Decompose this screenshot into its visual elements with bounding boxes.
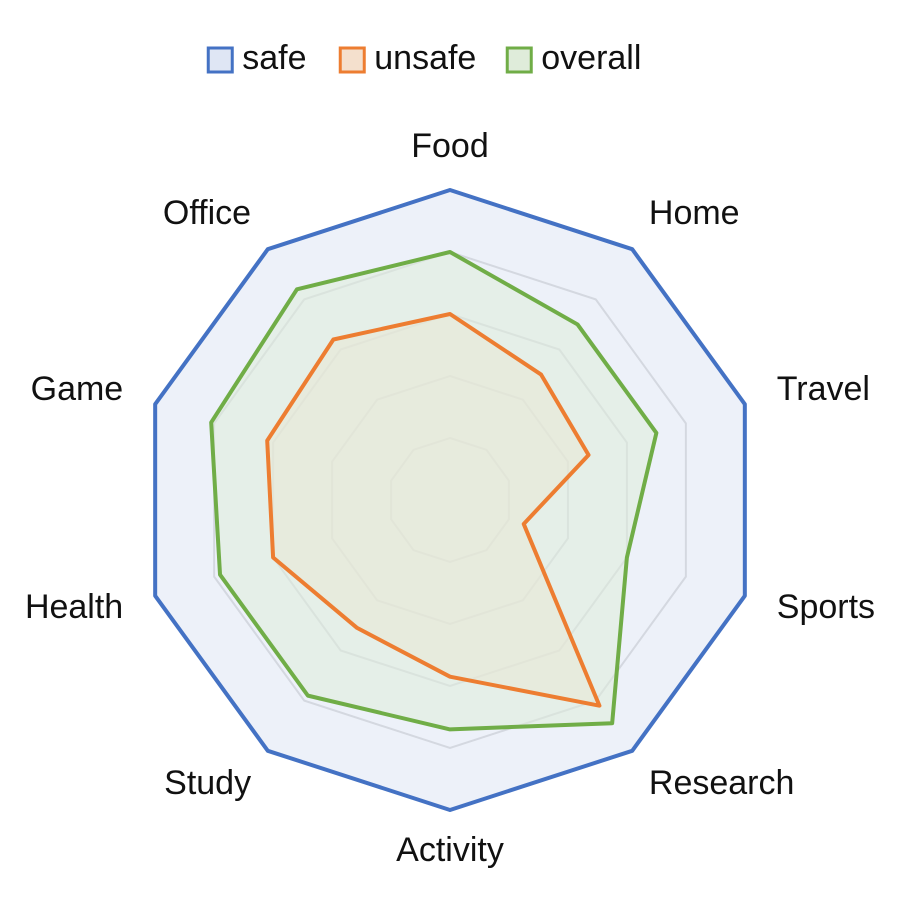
axis-label-research: Research	[649, 764, 795, 802]
series-layer	[153, 188, 747, 812]
axis-label-office: Office	[163, 194, 251, 232]
legend-swatch-overall	[505, 46, 533, 74]
axis-label-home: Home	[649, 194, 740, 232]
axis-label-activity: Activity	[396, 831, 504, 869]
axis-labels: Food Home Travel Sports Research Activity Stud…	[25, 127, 875, 869]
axis-label-game: Game	[31, 370, 124, 408]
legend-label-overall: overall	[541, 39, 641, 77]
axis-label-sports: Sports	[777, 588, 875, 626]
series-line-overall	[209, 250, 659, 732]
axis-label-travel: Travel	[777, 370, 870, 408]
legend-label-unsafe: unsafe	[374, 39, 476, 77]
axis-label-study: Study	[164, 764, 251, 802]
series-line-safe	[153, 188, 747, 812]
legend-swatch-safe	[206, 46, 234, 74]
series-line-unsafe	[265, 312, 602, 708]
axis-label-health: Health	[25, 588, 123, 626]
series-area-overall	[211, 252, 657, 730]
axis-label-food: Food	[411, 127, 489, 165]
legend-label-safe: safe	[242, 39, 306, 77]
legend-swatch-unsafe	[338, 46, 366, 74]
legend: safe unsafe overall	[206, 39, 641, 77]
